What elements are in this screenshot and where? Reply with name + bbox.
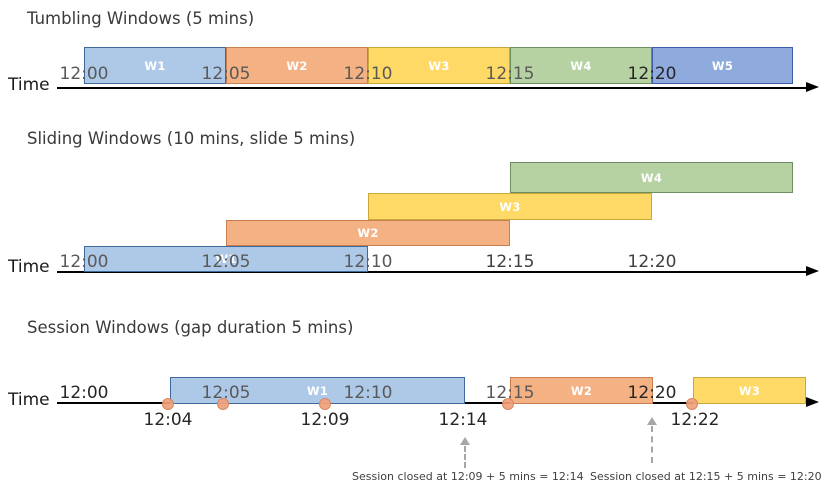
sliding-window-w1: W1	[84, 246, 368, 272]
tumbling-window-w3: W3	[368, 47, 510, 84]
window-label: W3	[738, 383, 761, 398]
event-dot-1204	[162, 398, 174, 410]
tumbling-title: Tumbling Windows (5 mins)	[27, 9, 255, 28]
event-dot-1209	[319, 398, 331, 410]
session-close-arrow-shaft	[651, 426, 653, 463]
window-label: W4	[570, 58, 592, 73]
session-tick-1205: 12:05	[201, 383, 251, 403]
tumbling-tick-1200: 12:00	[59, 64, 109, 84]
tumbling-axis-arrow-icon	[806, 82, 819, 92]
sliding-tick-1220: 12:20	[627, 252, 677, 272]
session-close-annotation-1: Session closed at 12:09 + 5 mins = 12:14	[352, 470, 584, 483]
session-title: Session Windows (gap duration 5 mins)	[27, 318, 354, 337]
session-close-time-label-1214: 12:14	[438, 410, 488, 430]
sliding-tick-1215: 12:15	[485, 252, 535, 272]
session-tick-1200: 12:00	[59, 383, 109, 403]
sliding-window-w4: W4	[510, 162, 793, 193]
window-label: W2	[570, 383, 593, 398]
window-label: W4	[640, 170, 663, 185]
window-label: W2	[357, 226, 379, 240]
sliding-axis-arrow-icon	[806, 266, 819, 276]
session-window-w2: W2	[510, 377, 653, 404]
window-label: W3	[428, 58, 450, 73]
event-dot-1205	[217, 398, 229, 410]
session-tick-1215: 12:15	[485, 383, 535, 403]
window-label: W1	[306, 383, 329, 398]
sliding-tick-1210: 12:10	[343, 252, 393, 272]
tumbling-window-w1: W1	[84, 47, 226, 84]
tumbling-time-axis	[57, 87, 806, 89]
sliding-time-axis-label: Time	[8, 257, 50, 277]
event-time-label-1209: 12:09	[300, 410, 350, 430]
event-time-label-1222: 12:22	[670, 410, 720, 430]
sliding-time-axis	[57, 271, 806, 273]
window-label: W3	[499, 199, 521, 214]
tumbling-time-axis-label: Time	[8, 75, 50, 95]
sliding-tick-1205: 12:05	[201, 252, 251, 272]
session-close-annotation-2: Session closed at 12:15 + 5 mins = 12:20	[590, 470, 822, 483]
window-label: W5	[711, 58, 734, 73]
session-close-arrow-shaft	[464, 446, 466, 468]
tumbling-window-w5: W5	[652, 47, 793, 84]
window-label: W1	[144, 58, 166, 73]
event-dot-1222	[686, 398, 698, 410]
session-close-arrow-icon	[647, 417, 657, 425]
sliding-window-w2: W2	[226, 220, 510, 246]
tumbling-tick-1220: 12:20	[627, 64, 677, 84]
window-label: W1	[215, 252, 237, 266]
sliding-window-w3: W3	[368, 193, 652, 220]
tumbling-tick-1215: 12:15	[485, 64, 535, 84]
session-tick-1220: 12:20	[627, 383, 677, 403]
event-dot-1215	[502, 398, 514, 410]
sliding-title: Sliding Windows (10 mins, slide 5 mins)	[27, 129, 356, 148]
session-axis-arrow-icon	[806, 397, 819, 407]
tumbling-tick-1210: 12:10	[343, 64, 393, 84]
tumbling-window-w4: W4	[510, 47, 652, 84]
tumbling-tick-1205: 12:05	[201, 64, 251, 84]
sliding-tick-1200: 12:00	[59, 252, 109, 272]
window-label: W2	[286, 58, 308, 73]
session-window-w3: W3	[693, 377, 806, 404]
session-tick-1210: 12:10	[343, 383, 393, 403]
session-close-arrow-icon	[460, 437, 470, 445]
event-time-label-1204: 12:04	[143, 410, 193, 430]
session-time-axis-label: Time	[8, 390, 50, 410]
tumbling-window-w2: W2	[226, 47, 368, 84]
